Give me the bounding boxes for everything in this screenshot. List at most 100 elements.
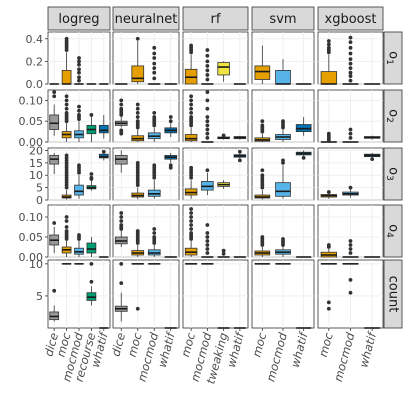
outlier-point	[370, 157, 375, 162]
outlier-point	[326, 243, 331, 247]
outlier-point	[260, 119, 265, 124]
outlier-point	[189, 110, 194, 115]
outlier-point	[135, 160, 140, 165]
x-tick-label: mocmod	[331, 330, 358, 383]
outlier-point	[152, 66, 157, 71]
panel-xgboost-count	[317, 259, 384, 329]
box-mocmod	[201, 48, 214, 85]
panel-neuralnet-o4	[112, 204, 180, 258]
outlier-point	[348, 247, 353, 251]
outlier-point	[152, 115, 157, 119]
outlier-point	[348, 239, 353, 243]
y-tick-label: 0.4	[26, 33, 44, 46]
box-moc	[320, 243, 338, 258]
outlier-point	[189, 211, 194, 215]
outlier-point	[152, 45, 157, 50]
outlier-point	[77, 104, 81, 109]
outlier-point	[281, 119, 285, 124]
box-body	[275, 70, 291, 85]
column-strip-layer: logreg neuralnet rf svm xgboost	[47, 6, 384, 31]
box-dice	[114, 98, 128, 136]
outlier-point	[64, 98, 69, 103]
outlier-point	[205, 115, 210, 119]
outlier-point	[189, 102, 194, 107]
box-tweaking	[217, 180, 230, 189]
box-body	[61, 70, 72, 85]
outlier-point	[348, 127, 353, 132]
column-strip-label: logreg	[58, 12, 99, 27]
outlier-point	[119, 98, 124, 103]
box-mocmod	[147, 163, 161, 199]
outlier-point	[135, 36, 140, 41]
outlier-point	[205, 73, 210, 77]
outlier-point	[189, 223, 194, 227]
outlier-point	[77, 75, 81, 80]
box-mocmod	[74, 233, 84, 257]
outlier-point	[168, 115, 173, 119]
outlier-point	[205, 98, 210, 103]
panel-xgboost-o1	[317, 31, 384, 85]
y-tick-label: 10	[29, 169, 43, 182]
outlier-point	[119, 102, 124, 107]
outlier-point	[189, 227, 194, 231]
outlier-point	[260, 168, 265, 173]
x-tick-label: moc	[249, 331, 269, 359]
x-tick-label: whatif	[288, 329, 311, 369]
box-body	[275, 182, 291, 197]
outlier-point	[152, 235, 157, 239]
outlier-point	[119, 215, 124, 219]
outlier-point	[77, 233, 81, 237]
panel-background	[112, 89, 180, 143]
box-mocmod	[147, 110, 161, 142]
outlier-point	[189, 231, 194, 235]
outlier-point	[119, 106, 124, 111]
outlier-point	[205, 168, 210, 173]
panel-logreg-o2	[47, 89, 111, 143]
outlier-point	[221, 133, 226, 138]
outlier-point	[135, 115, 140, 119]
box-recourse	[86, 261, 97, 306]
outlier-point	[152, 110, 157, 115]
outlier-point	[168, 163, 173, 168]
box-moc	[320, 263, 338, 311]
column-strip-xgboost	[317, 6, 384, 31]
outlier-point	[64, 225, 69, 229]
panel-logreg-o3	[47, 147, 111, 201]
x-tick-label: moc	[54, 331, 74, 359]
outlier-point	[326, 131, 331, 136]
outlier-point	[89, 279, 94, 284]
outlier-point	[205, 247, 210, 251]
column-strip-label: rf	[211, 12, 221, 27]
box-mocmod	[342, 127, 359, 143]
outlier-point	[205, 235, 210, 239]
y-tick-label: 0.00	[19, 251, 44, 264]
y-tick-label: 0.05	[19, 231, 44, 244]
outlier-point	[348, 35, 353, 40]
outlier-point	[152, 56, 157, 60]
box-body	[131, 65, 145, 83]
x-tick-label: whatif	[356, 329, 379, 369]
panel-background	[182, 259, 249, 329]
panel-rf-o4	[182, 204, 249, 258]
outlier-point	[168, 119, 173, 124]
panel-neuralnet-count	[112, 259, 180, 329]
row-strip-o3	[383, 147, 403, 201]
box-mocmod	[342, 263, 359, 295]
outlier-point	[119, 281, 124, 285]
y-tick-label: 0.2	[26, 55, 44, 68]
outlier-point	[205, 106, 210, 111]
box-whatif	[295, 117, 312, 136]
outlier-point	[281, 158, 285, 163]
row-strip-count	[383, 259, 403, 329]
box-whatif	[98, 149, 109, 161]
box-mocmod	[342, 185, 359, 198]
outlier-point	[119, 261, 124, 266]
outlier-point	[205, 48, 210, 52]
outlier-point	[348, 131, 353, 136]
box-dice	[49, 152, 60, 174]
box-body	[254, 65, 271, 80]
panel-svm-count	[251, 259, 315, 329]
outlier-point	[348, 61, 353, 66]
box-moc	[254, 235, 271, 257]
outlier-point	[77, 163, 81, 168]
